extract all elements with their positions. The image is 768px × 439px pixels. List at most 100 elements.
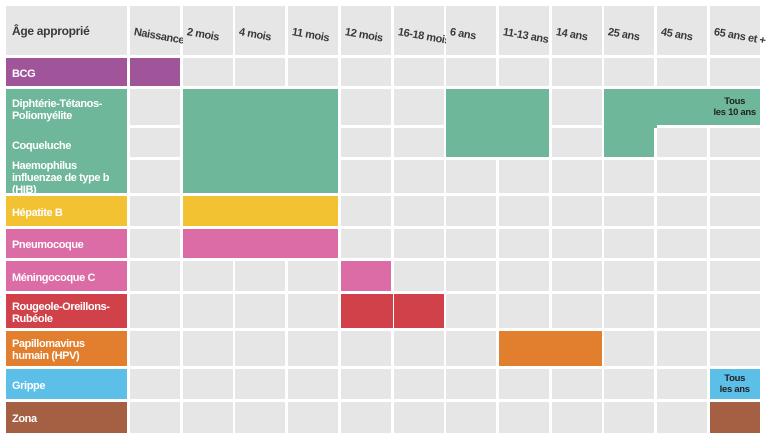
dose-cell bbox=[235, 196, 289, 226]
empty-cell bbox=[130, 128, 180, 157]
column-label: 16-18 mois bbox=[396, 26, 451, 48]
dose-cell: Tous les 10 ans bbox=[709, 89, 760, 125]
row-label: Méningocoque C bbox=[6, 261, 127, 291]
dose-cell bbox=[182, 128, 236, 160]
row-label: Diphtérie-Tétanos-Poliomyélite bbox=[6, 89, 127, 128]
empty-cell bbox=[551, 261, 602, 291]
empty-cell bbox=[446, 369, 497, 399]
empty-cell bbox=[551, 196, 602, 226]
empty-cell bbox=[709, 294, 760, 328]
column-label: 12 mois bbox=[343, 26, 384, 45]
row-label-text: Papillomavirus humain (HPV) bbox=[12, 338, 85, 362]
empty-cell bbox=[604, 196, 655, 226]
dose-cell bbox=[182, 196, 236, 226]
empty-cell bbox=[340, 369, 391, 399]
empty-cell bbox=[130, 294, 180, 328]
dose-cell bbox=[235, 128, 289, 160]
dose-cell: Tous les ans bbox=[709, 369, 760, 399]
header-corner: Âge approprié bbox=[6, 6, 127, 55]
empty-cell bbox=[657, 58, 707, 86]
empty-cell bbox=[446, 58, 497, 86]
column-header: 11 mois bbox=[288, 6, 339, 55]
empty-cell bbox=[130, 369, 180, 399]
column-header: 2 mois bbox=[182, 6, 233, 55]
dose-cell bbox=[498, 89, 549, 128]
dose-cell bbox=[604, 128, 655, 157]
note-text: les ans bbox=[719, 384, 750, 395]
column-label: 4 mois bbox=[238, 26, 273, 44]
empty-cell bbox=[288, 58, 339, 86]
empty-cell bbox=[551, 160, 602, 193]
empty-cell bbox=[182, 369, 233, 399]
dose-cell bbox=[288, 229, 339, 258]
empty-cell bbox=[551, 89, 602, 125]
empty-cell bbox=[446, 229, 497, 258]
empty-cell bbox=[393, 369, 444, 399]
empty-cell bbox=[393, 89, 444, 125]
dose-cell bbox=[551, 331, 602, 366]
empty-cell bbox=[446, 160, 497, 193]
empty-cell bbox=[130, 261, 180, 291]
empty-cell bbox=[340, 58, 391, 86]
empty-cell bbox=[235, 261, 286, 291]
dose-cell bbox=[182, 160, 236, 193]
dose-cell bbox=[288, 89, 339, 128]
empty-cell bbox=[604, 369, 655, 399]
dose-cell bbox=[498, 331, 552, 366]
empty-cell bbox=[657, 128, 707, 157]
dose-cell bbox=[393, 294, 444, 328]
empty-cell bbox=[393, 331, 444, 366]
empty-cell bbox=[498, 196, 549, 226]
row-label: Zona bbox=[6, 402, 127, 433]
empty-cell bbox=[551, 58, 602, 86]
empty-cell bbox=[182, 331, 233, 366]
empty-cell bbox=[709, 196, 760, 226]
empty-cell bbox=[657, 294, 707, 328]
empty-cell bbox=[446, 331, 497, 366]
empty-cell bbox=[604, 229, 655, 258]
row-label-text: Zona bbox=[12, 413, 37, 425]
dose-cell bbox=[288, 160, 339, 193]
corner-label: Âge approprié bbox=[12, 24, 90, 38]
empty-cell bbox=[130, 160, 180, 193]
dose-cell bbox=[657, 89, 710, 125]
empty-cell bbox=[604, 160, 655, 193]
row-label-text: Coqueluche bbox=[12, 139, 71, 152]
empty-cell bbox=[498, 160, 549, 193]
column-header: 6 ans bbox=[446, 6, 497, 55]
empty-cell bbox=[604, 331, 655, 366]
empty-cell bbox=[393, 196, 444, 226]
empty-cell bbox=[498, 369, 549, 399]
column-header: 11-13 ans bbox=[498, 6, 549, 55]
empty-cell bbox=[182, 294, 233, 328]
dose-cell bbox=[288, 196, 339, 226]
row-label: Haemophilus influenzae de type b (HIB) bbox=[6, 160, 127, 196]
empty-cell bbox=[551, 128, 602, 157]
empty-cell bbox=[709, 331, 760, 366]
empty-cell bbox=[235, 402, 286, 433]
empty-cell bbox=[604, 294, 655, 328]
empty-cell bbox=[604, 58, 655, 86]
row-label: BCG bbox=[6, 58, 127, 86]
empty-cell bbox=[446, 196, 497, 226]
dose-cell bbox=[288, 128, 339, 160]
row-label-text: Rougeole-Oreillons-Rubéole bbox=[12, 300, 110, 325]
column-header: 65 ans et + bbox=[709, 6, 766, 55]
empty-cell bbox=[393, 58, 444, 86]
column-header: 14 ans bbox=[551, 6, 602, 55]
column-label: 45 ans bbox=[659, 26, 694, 44]
note-text: Tous bbox=[724, 96, 746, 107]
dose-cell bbox=[235, 89, 289, 128]
row-label: Coqueluche bbox=[6, 128, 127, 160]
empty-cell bbox=[446, 294, 497, 328]
empty-cell bbox=[709, 160, 760, 193]
dose-cell bbox=[446, 128, 499, 157]
empty-cell bbox=[657, 160, 707, 193]
column-label: 25 ans bbox=[607, 26, 641, 44]
column-label: 2 mois bbox=[185, 26, 220, 44]
dose-cell bbox=[235, 229, 289, 258]
empty-cell bbox=[130, 229, 180, 258]
empty-cell bbox=[340, 402, 391, 433]
empty-cell bbox=[657, 369, 707, 399]
